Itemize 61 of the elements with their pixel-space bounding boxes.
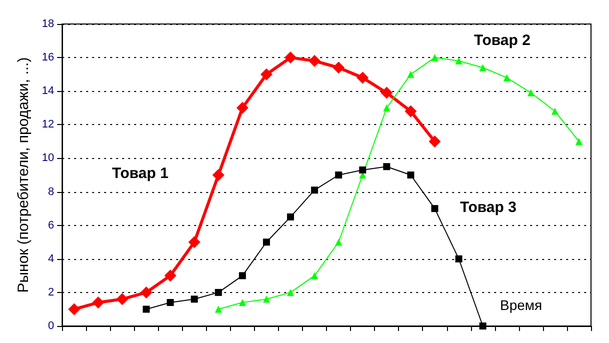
point bbox=[428, 135, 441, 148]
point bbox=[311, 186, 318, 194]
point bbox=[236, 102, 248, 114]
y-tick-label: 12 bbox=[42, 118, 54, 131]
y-tick-label: 6 bbox=[48, 219, 54, 232]
point bbox=[383, 163, 390, 170]
point bbox=[431, 54, 438, 62]
point bbox=[212, 169, 224, 181]
y-tick-label: 4 bbox=[48, 252, 54, 265]
point bbox=[407, 70, 414, 78]
point bbox=[431, 205, 438, 212]
y-tick-label: 14 bbox=[42, 85, 54, 98]
text: Товар 1 bbox=[112, 165, 168, 182]
point bbox=[166, 299, 174, 306]
point bbox=[551, 108, 558, 115]
point bbox=[116, 293, 128, 306]
point bbox=[188, 236, 200, 248]
y-tick-label: 10 bbox=[42, 152, 54, 164]
point bbox=[68, 303, 80, 316]
x-axis-title: Время bbox=[500, 297, 542, 313]
point bbox=[575, 138, 582, 145]
point bbox=[311, 272, 318, 280]
y-tick-label: 2 bbox=[48, 286, 54, 298]
point bbox=[287, 213, 294, 220]
point bbox=[503, 74, 510, 82]
point bbox=[332, 62, 345, 74]
point bbox=[287, 288, 294, 296]
point bbox=[383, 104, 390, 112]
point bbox=[308, 54, 321, 67]
point bbox=[335, 172, 342, 178]
y-tick-label: 0 bbox=[48, 320, 54, 332]
point bbox=[527, 89, 534, 96]
y-tick-label: 16 bbox=[42, 52, 54, 64]
point bbox=[262, 238, 270, 246]
point bbox=[140, 286, 152, 298]
point bbox=[284, 52, 297, 64]
point bbox=[404, 105, 417, 118]
point bbox=[164, 270, 176, 282]
point bbox=[260, 68, 272, 80]
point bbox=[455, 57, 462, 64]
y-tick-label: 8 bbox=[48, 186, 54, 198]
point bbox=[238, 272, 246, 280]
series-label: Товар 3 bbox=[460, 199, 516, 216]
y-tick-label: 18 bbox=[42, 18, 54, 30]
point bbox=[479, 322, 486, 330]
point bbox=[380, 86, 393, 99]
point bbox=[92, 296, 104, 309]
series-label: Товар 2 bbox=[474, 32, 530, 49]
point bbox=[262, 296, 270, 303]
point bbox=[335, 238, 342, 246]
point bbox=[359, 166, 366, 174]
point bbox=[190, 296, 198, 303]
point bbox=[238, 299, 246, 306]
point bbox=[214, 306, 222, 313]
point bbox=[455, 255, 462, 262]
y-axis-title: Рынок (потребители, продажи, ...) bbox=[15, 57, 32, 293]
point bbox=[142, 306, 150, 313]
point bbox=[214, 288, 222, 296]
point bbox=[356, 72, 369, 84]
point bbox=[479, 64, 486, 72]
point bbox=[407, 172, 414, 178]
